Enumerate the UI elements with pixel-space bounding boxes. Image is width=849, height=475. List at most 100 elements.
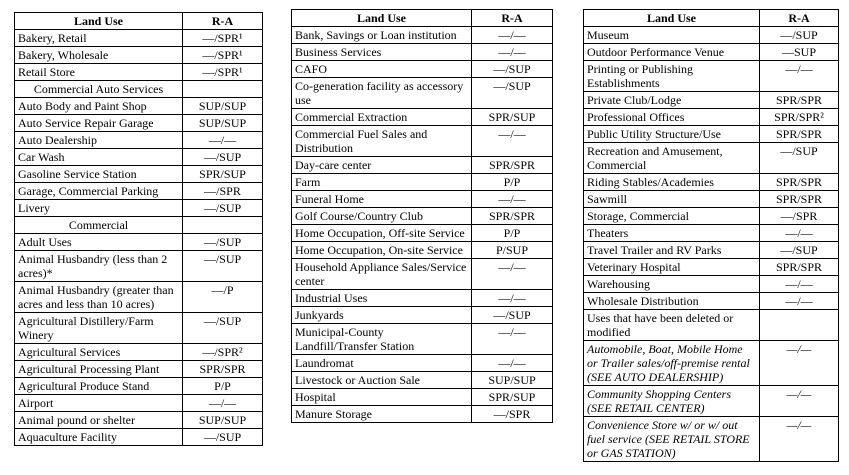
land-use-cell: Bank, Savings or Loan institution [291,26,472,44]
table-row: Veterinary Hospital SPR/SPR [583,258,839,276]
ra-cell: —/SPR¹ [182,29,263,47]
table-row: CAFO —/SUP [291,60,553,78]
land-use-cell: Bakery, Retail [14,29,183,47]
table-row: Warehousing —/— [583,275,839,293]
empty-cell [759,309,839,341]
table-row: Adult Uses —/SUP [14,233,263,251]
land-use-cell: Agricultural Processing Plant [14,360,183,378]
table-row: Agricultural Distillery/Farm Winery —/SUP [14,312,263,344]
table-row: Farm P/P [291,173,553,191]
ra-cell: —/SUP [182,199,263,217]
ra-cell: —/— [471,323,553,355]
land-use-cell: Warehousing [583,275,760,293]
ra-cell: —/SPR [759,207,839,225]
table-row: Riding Stables/Academies SPR/SPR [583,173,839,191]
table-row: Museum —/SUP [583,26,839,44]
table-row: Community Shopping Centers (SEE RETAIL C… [583,385,839,417]
ra-cell: —/SUP [759,142,839,174]
land-use-cell: Retail Store [14,63,183,81]
ra-cell: —SUP [759,43,839,61]
ra-cell: P/P [471,173,553,191]
header-cell: R-A [759,9,839,27]
table-row: Private Club/Lodge SPR/SPR [583,91,839,109]
table-row: Home Occupation, Off-site Service P/P [291,224,553,242]
land-use-cell: Home Occupation, On-site Service [291,241,472,259]
table-row: Co-generation facility as accessory use —… [291,77,553,109]
header-row: Land Use R-A [583,9,839,27]
table-row: Wholesale Distribution —/— [583,292,839,310]
section-cell: Commercial [14,216,183,234]
land-use-cell: Agricultural Produce Stand [14,377,183,395]
empty-cell [182,216,263,234]
ra-cell: —/SPR [182,182,263,200]
table-row: Junkyards —/SUP [291,306,553,324]
land-use-table: Land Use R-A Bakery, Retail —/SPR¹ Bakery, W… [14,12,263,446]
table-row: Storage, Commercial —/SPR [583,207,839,225]
ra-cell: SPR/SUP [471,108,553,126]
land-use-cell: Museum [583,26,760,44]
ra-cell: —/P [182,281,263,313]
ra-cell: —/— [471,258,553,290]
land-use-cell: Agricultural Distillery/Farm Winery [14,312,183,344]
table-row: Theaters —/— [583,224,839,242]
table-row: Agricultural Services —/SPR² [14,343,263,361]
ra-cell: SPR/SUP [182,165,263,183]
table-row: Home Occupation, On-site Service P/SUP [291,241,553,259]
table-row: Agricultural Produce Stand P/P [14,377,263,395]
table-row: Recreation and Amusement, Commercial —/SU… [583,142,839,174]
ra-cell: —/SUP [759,26,839,44]
ra-cell: —/— [471,26,553,44]
ra-cell: P/P [182,377,263,395]
table-row: Animal Husbandry (greater than acres and… [14,281,263,313]
ra-cell: SUP/SUP [182,411,263,429]
land-use-cell: Printing or Publishing Establishments [583,60,760,92]
ra-cell: SPR/SPR [759,258,839,276]
table-row: Business Services —/— [291,43,553,61]
table-row: Funeral Home —/— [291,190,553,208]
table-row: Car Wash —/SUP [14,148,263,166]
land-use-cell: Auto Dealership [14,131,183,149]
header-cell: Land Use [14,12,183,30]
ra-cell: —/— [182,394,263,412]
ra-cell: —/— [759,292,839,310]
table-row: Outdoor Performance Venue —SUP [583,43,839,61]
ra-cell: SPR/SPR [759,173,839,191]
ra-cell: —/SUP [759,241,839,259]
table-row: Uses that have been deleted or modified [583,309,839,341]
table-row: Municipal-County Landfill/Transfer Stati… [291,323,553,355]
ra-cell: —/— [759,385,839,417]
land-use-cell: Animal Husbandry (less than 2 acres)* [14,250,183,282]
empty-cell [182,80,263,98]
table-row: Travel Trailer and RV Parks —/SUP [583,241,839,259]
ra-cell: —/SUP [182,312,263,344]
ra-cell: SPR/SPR [759,91,839,109]
land-use-cell: Storage, Commercial [583,207,760,225]
land-use-cell: Automobile, Boat, Mobile Home or Trailer… [583,340,760,386]
land-use-cell: Veterinary Hospital [583,258,760,276]
ra-cell: —/— [759,340,839,386]
ra-cell: —/— [471,43,553,61]
ra-cell: SUP/SUP [182,97,263,115]
land-use-cell: Recreation and Amusement, Commercial [583,142,760,174]
land-use-cell: Agricultural Services [14,343,183,361]
land-use-table: Land Use R-A Bank, Savings or Loan institu… [291,9,553,423]
table-row: Bank, Savings or Loan institution —/— [291,26,553,44]
land-use-cell: Adult Uses [14,233,183,251]
section-cell: Uses that have been deleted or modified [583,309,760,341]
table-row: Industrial Uses —/— [291,289,553,307]
table-row: Agricultural Processing Plant SPR/SPR [14,360,263,378]
ra-cell: SPR/SPR [759,125,839,143]
ra-cell: —/SUP [471,306,553,324]
table-row: Garage, Commercial Parking —/SPR [14,182,263,200]
land-use-cell: Auto Service Repair Garage [14,114,183,132]
header-cell: R-A [182,12,263,30]
land-use-cell: Gasoline Service Station [14,165,183,183]
table-row: Commercial [14,216,263,234]
table-row: Animal pound or shelter SUP/SUP [14,411,263,429]
table-row: Commercial Fuel Sales and Distribution —/… [291,125,553,157]
table-row: Commercial Extraction SPR/SUP [291,108,553,126]
table-row: Professional Offices SPR/SPR² [583,108,839,126]
table-row: Livery —/SUP [14,199,263,217]
table-row: Aquaculture Facility —/SUP [14,428,263,446]
